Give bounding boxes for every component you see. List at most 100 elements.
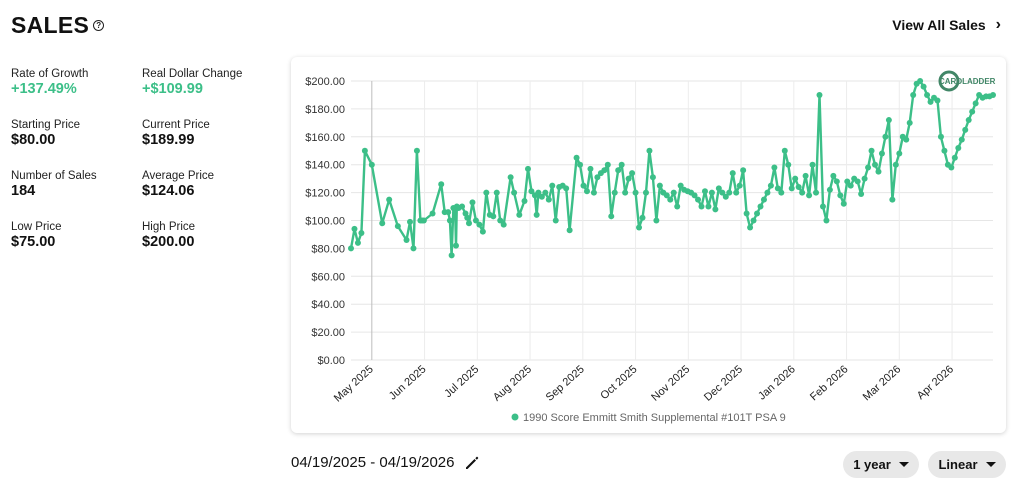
data-point bbox=[358, 230, 365, 237]
data-point bbox=[958, 136, 965, 143]
data-point bbox=[819, 203, 826, 210]
data-point bbox=[948, 164, 955, 171]
data-point bbox=[452, 242, 459, 249]
y-tick-label: $140.00 bbox=[305, 160, 345, 172]
x-tick-label: May 2025 bbox=[332, 363, 376, 404]
x-tick-label: Sep 2025 bbox=[544, 363, 587, 403]
data-point bbox=[760, 196, 767, 203]
sales-line-chart: $0.00 $20.00 $40.00 $60.00 $80.00 $100.00 $120… bbox=[305, 70, 996, 424]
help-icon[interactable]: ? bbox=[93, 20, 105, 31]
data-point bbox=[962, 126, 969, 133]
time-range-select[interactable]: 1 year bbox=[843, 451, 919, 478]
data-point bbox=[708, 189, 715, 196]
y-tick-label: $0.00 bbox=[317, 355, 345, 367]
data-point bbox=[445, 209, 452, 216]
page-title: SALES bbox=[11, 12, 90, 38]
data-point bbox=[715, 185, 722, 192]
data-point bbox=[535, 189, 542, 196]
data-point bbox=[524, 165, 531, 172]
data-point bbox=[465, 220, 472, 227]
y-tick-label: $40.00 bbox=[311, 299, 345, 311]
x-tick-label: Aug 2025 bbox=[491, 363, 534, 403]
data-point bbox=[500, 221, 507, 228]
series-line bbox=[349, 79, 994, 257]
data-point bbox=[816, 91, 823, 98]
caret-down-icon bbox=[985, 462, 996, 467]
data-point bbox=[538, 193, 545, 200]
data-point bbox=[840, 200, 847, 207]
data-point bbox=[695, 196, 702, 203]
stat-label: High Price bbox=[142, 221, 196, 233]
scale-select[interactable]: Linear bbox=[928, 451, 1006, 478]
data-point bbox=[361, 147, 368, 154]
y-tick-label: $200.00 bbox=[305, 76, 345, 88]
data-point bbox=[583, 188, 590, 195]
cardladder-logo: CARDLADDER bbox=[938, 70, 996, 92]
data-point bbox=[872, 161, 879, 168]
data-point bbox=[653, 217, 660, 224]
data-point bbox=[771, 164, 778, 171]
data-point bbox=[767, 182, 774, 189]
data-point bbox=[885, 117, 892, 124]
data-point bbox=[726, 189, 733, 196]
data-point bbox=[587, 165, 594, 172]
data-point bbox=[920, 83, 927, 90]
stat-value: +$109.99 bbox=[142, 81, 203, 97]
stat-value: 184 bbox=[11, 183, 36, 199]
data-point bbox=[712, 206, 719, 213]
data-point bbox=[903, 136, 910, 143]
data-point bbox=[788, 185, 795, 192]
data-point bbox=[882, 133, 889, 140]
data-point bbox=[830, 172, 837, 179]
data-point bbox=[674, 203, 681, 210]
stat-label: Low Price bbox=[11, 221, 62, 233]
date-range-row: 04/19/2025 - 04/19/2026 bbox=[291, 454, 480, 471]
data-point bbox=[663, 192, 670, 199]
chevron-right-icon: › bbox=[995, 16, 1001, 33]
x-tick-label: Dec 2025 bbox=[702, 363, 745, 403]
x-tick-label: Jan 2026 bbox=[756, 363, 798, 402]
data-point bbox=[865, 164, 872, 171]
data-point bbox=[580, 182, 587, 189]
data-point bbox=[573, 154, 580, 161]
data-point bbox=[677, 182, 684, 189]
stat-label: Starting Price bbox=[11, 119, 81, 131]
y-tick-label: $120.00 bbox=[305, 188, 345, 200]
stat-block: Real Dollar Change +$109.99 bbox=[142, 68, 272, 97]
data-point bbox=[577, 161, 584, 168]
data-point bbox=[608, 213, 615, 220]
view-all-sales-label: View All Sales bbox=[892, 17, 986, 33]
view-all-sales-link[interactable]: View All Sales › bbox=[892, 16, 1001, 34]
data-point bbox=[705, 203, 712, 210]
x-tick-label: Jun 2025 bbox=[387, 363, 429, 402]
data-point bbox=[625, 175, 632, 182]
data-point bbox=[604, 161, 611, 168]
data-point bbox=[563, 185, 570, 192]
data-point bbox=[639, 214, 646, 221]
x-tick-label: Nov 2025 bbox=[649, 363, 692, 403]
y-tick-label: $20.00 bbox=[311, 327, 345, 339]
data-point bbox=[754, 210, 761, 217]
data-point bbox=[545, 196, 552, 203]
data-point bbox=[413, 147, 420, 154]
data-point bbox=[733, 189, 740, 196]
logo-text: CARDLADDER bbox=[939, 77, 996, 86]
data-point bbox=[802, 172, 809, 179]
data-point bbox=[924, 91, 931, 98]
date-range-text: 04/19/2025 - 04/19/2026 bbox=[291, 454, 455, 471]
pencil-edit-icon[interactable] bbox=[464, 455, 480, 471]
data-point bbox=[927, 98, 934, 105]
y-tick-label: $180.00 bbox=[305, 104, 345, 116]
data-point bbox=[892, 161, 899, 168]
sales-chart-card: $0.00 $20.00 $40.00 $60.00 $80.00 $100.00 $120… bbox=[291, 57, 1006, 433]
x-tick-label: Mar 2026 bbox=[861, 363, 904, 403]
data-point bbox=[941, 147, 948, 154]
data-point bbox=[459, 203, 466, 210]
data-point bbox=[795, 184, 802, 191]
data-point bbox=[490, 213, 497, 220]
data-point bbox=[844, 178, 851, 185]
data-point bbox=[438, 181, 445, 188]
data-point bbox=[965, 117, 972, 124]
data-point bbox=[646, 147, 653, 154]
data-point bbox=[622, 189, 629, 196]
